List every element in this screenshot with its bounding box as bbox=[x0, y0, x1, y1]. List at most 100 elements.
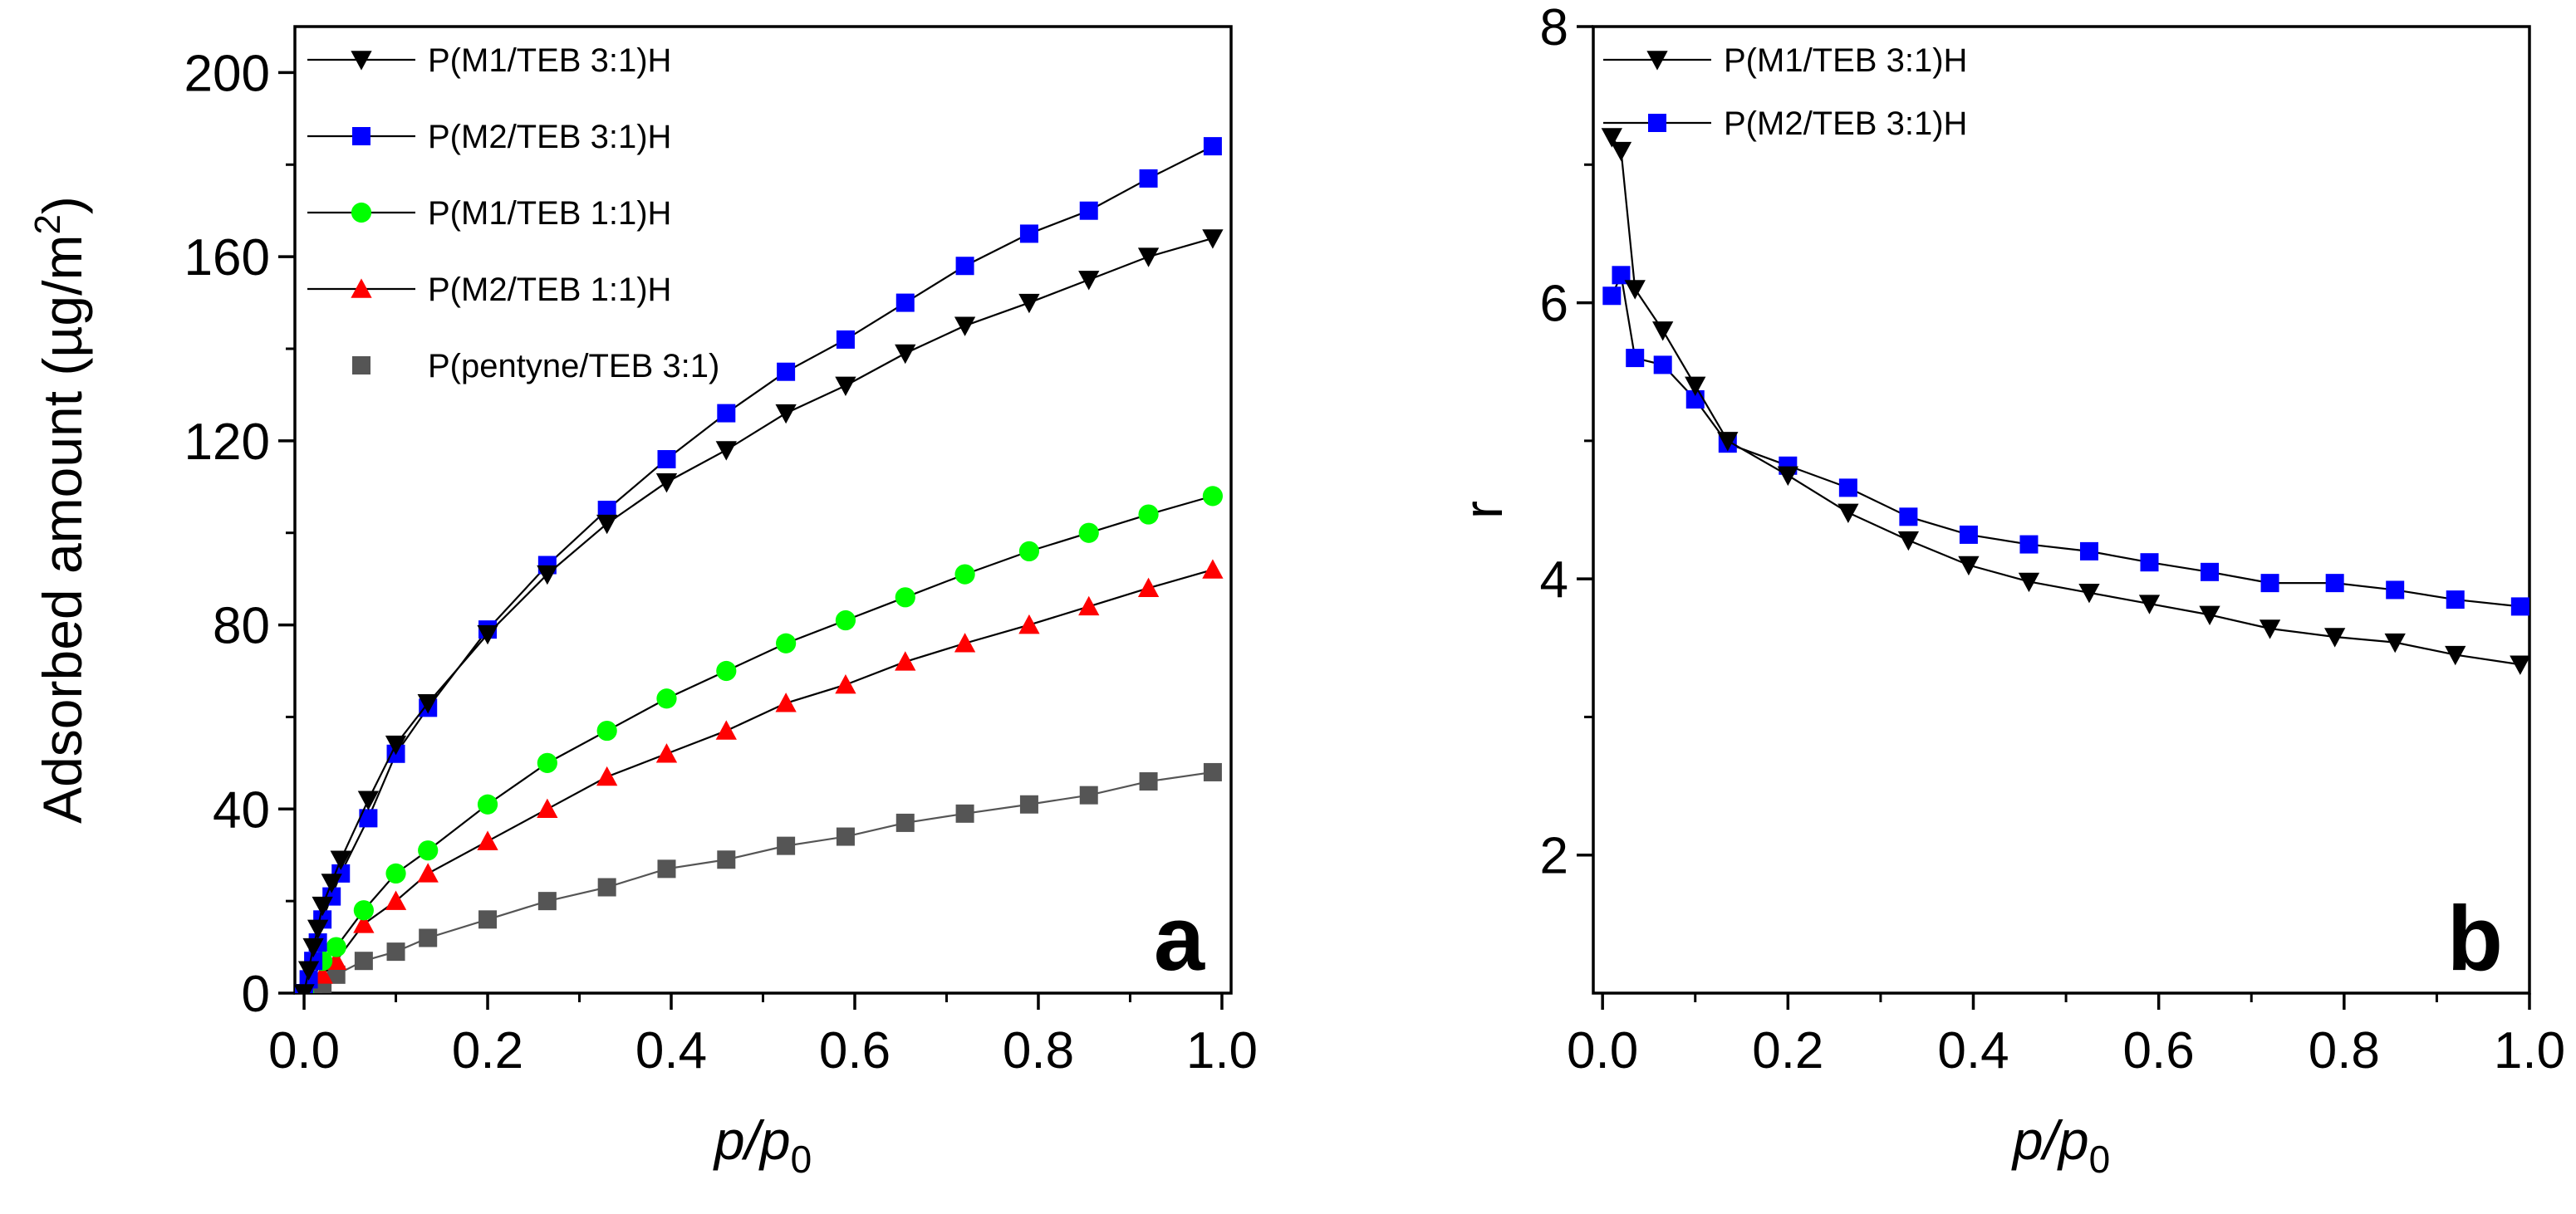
data-point bbox=[1899, 507, 1918, 526]
data-point bbox=[307, 919, 329, 940]
data-point bbox=[895, 293, 915, 312]
x-tick-label: 0.4 bbox=[1937, 1022, 2009, 1079]
data-point bbox=[1203, 137, 1222, 156]
legend-label: P(M2/TEB 3:1)H bbox=[1724, 105, 1967, 142]
data-point bbox=[353, 913, 375, 933]
data-point bbox=[1202, 229, 1224, 249]
y-tick-label: 80 bbox=[213, 598, 270, 655]
data-point bbox=[597, 501, 616, 519]
data-point bbox=[353, 900, 374, 921]
data-point bbox=[1078, 522, 1099, 543]
data-point bbox=[657, 859, 676, 879]
data-point bbox=[537, 798, 558, 819]
data-point bbox=[478, 910, 498, 929]
data-point bbox=[1838, 503, 1859, 523]
x-tick-label: 0.0 bbox=[268, 1022, 340, 1079]
data-point bbox=[302, 937, 324, 958]
series-line bbox=[1611, 272, 2520, 608]
data-point bbox=[955, 804, 974, 823]
data-point bbox=[537, 752, 557, 773]
data-point bbox=[657, 450, 676, 469]
y-axis-title-sup: 2 bbox=[27, 214, 68, 234]
data-point bbox=[954, 633, 976, 653]
panel-b: 0.0 0.2 0.4 0.6 0.8 1.0 2 4 6 8 p/p0 r P(M1/TEB 3:1)… bbox=[1452, 0, 2565, 1181]
legend-label: P(pentyne/TEB 3:1) bbox=[428, 348, 719, 384]
data-point bbox=[2510, 597, 2529, 616]
data-point bbox=[775, 693, 797, 712]
data-point bbox=[386, 942, 405, 962]
legend-label: P(M2/TEB 1:1)H bbox=[428, 272, 671, 308]
data-point bbox=[656, 688, 677, 709]
x-tick-label: 0.4 bbox=[635, 1022, 707, 1079]
data-point bbox=[2138, 595, 2161, 614]
data-point bbox=[1079, 201, 1098, 220]
legend-marker bbox=[352, 127, 370, 145]
data-point bbox=[1897, 531, 1920, 551]
data-point bbox=[295, 984, 315, 993]
y-axis-title: r bbox=[1452, 501, 1514, 519]
x-axis-title: p/p0 bbox=[2011, 1109, 2110, 1181]
data-point bbox=[321, 874, 342, 893]
data-point bbox=[1777, 466, 1798, 487]
data-point bbox=[1624, 280, 1646, 300]
series-line bbox=[303, 495, 1214, 993]
data-point bbox=[1137, 247, 1160, 267]
data-point bbox=[1139, 169, 1158, 188]
data-point bbox=[775, 404, 797, 424]
panel-a: 0.0 0.2 0.4 0.6 0.8 1.004080120160200p/p0Adso… bbox=[27, 25, 1258, 1181]
data-point bbox=[2199, 605, 2220, 626]
data-point bbox=[477, 830, 498, 850]
data-point bbox=[835, 376, 856, 396]
data-point bbox=[1018, 614, 1040, 634]
legend-label: P(M1/TEB 3:1)H bbox=[428, 42, 671, 79]
data-point bbox=[2140, 553, 2159, 572]
series-line bbox=[1611, 136, 2521, 666]
y-tick-label: 4 bbox=[1540, 551, 1568, 609]
data-point bbox=[777, 836, 796, 855]
data-point bbox=[419, 928, 438, 947]
legend-marker bbox=[351, 51, 372, 71]
data-point bbox=[895, 813, 915, 832]
data-point bbox=[2386, 580, 2405, 600]
data-point bbox=[835, 609, 856, 631]
series-p-pentyne-teb-3-1 bbox=[295, 762, 1222, 993]
y-axis-title-base: Adsorbed amount (µg/m bbox=[32, 235, 93, 824]
data-area bbox=[1601, 128, 2529, 675]
data-point bbox=[1958, 556, 1980, 576]
x-tick-label: 0.6 bbox=[819, 1022, 891, 1079]
y-tick-label: 8 bbox=[1540, 0, 1568, 56]
series-p-m1-teb-3-1-h bbox=[1601, 128, 2529, 675]
series-p-m2-teb-1-1-h bbox=[298, 559, 1224, 993]
data-point bbox=[359, 809, 378, 828]
data-point bbox=[385, 890, 407, 910]
data-point bbox=[717, 850, 736, 869]
data-point bbox=[2201, 562, 2220, 581]
data-point bbox=[955, 257, 974, 276]
data-point bbox=[537, 565, 558, 585]
data-point bbox=[715, 441, 737, 461]
data-point bbox=[836, 330, 855, 349]
data-point bbox=[1610, 141, 1632, 162]
data-point bbox=[2325, 574, 2344, 593]
data-point bbox=[1018, 541, 1040, 561]
y-tick-label: 120 bbox=[184, 414, 270, 471]
data-point bbox=[1019, 224, 1038, 243]
y-axis-title: Adsorbed amount (µg/m2) bbox=[27, 196, 93, 824]
data-point bbox=[715, 720, 737, 740]
data-area bbox=[295, 137, 1224, 993]
data-point bbox=[1652, 321, 1674, 341]
data-point bbox=[1202, 559, 1224, 579]
x-axis-title-sub: 0 bbox=[2089, 1138, 2111, 1181]
data-point bbox=[1018, 293, 1040, 314]
series-p-m2-teb-3-1-h bbox=[295, 137, 1222, 993]
data-point bbox=[596, 514, 618, 535]
plot-frame bbox=[1592, 25, 2531, 995]
y-tick-label: 200 bbox=[184, 45, 270, 102]
data-point bbox=[2384, 633, 2406, 654]
legend-label: P(M2/TEB 3:1)H bbox=[428, 119, 671, 155]
data-point bbox=[655, 472, 678, 493]
x-tick-label: 0.8 bbox=[1003, 1022, 1074, 1079]
x-axis-title-base: p/p bbox=[713, 1109, 791, 1171]
series-line bbox=[303, 771, 1214, 993]
data-point bbox=[777, 362, 796, 381]
